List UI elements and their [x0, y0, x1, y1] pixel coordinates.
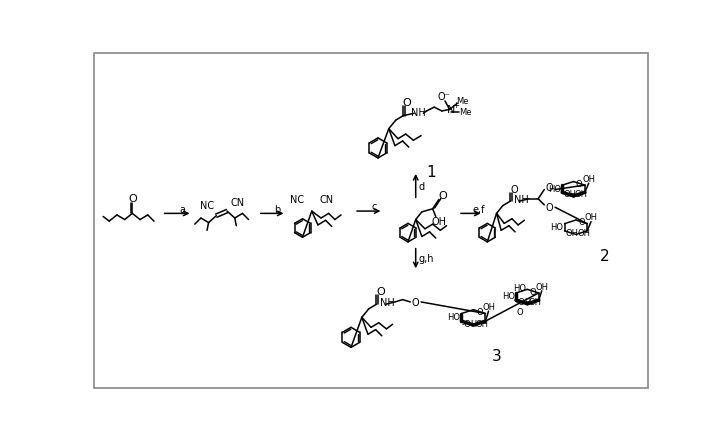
- Text: HO: HO: [502, 291, 515, 300]
- Text: O: O: [510, 184, 518, 194]
- Text: a: a: [180, 204, 185, 214]
- Text: -OH: -OH: [515, 297, 532, 307]
- Text: O: O: [546, 203, 554, 213]
- Text: e,f: e,f: [472, 204, 485, 214]
- Text: O: O: [517, 308, 523, 317]
- Text: OH: OH: [529, 297, 542, 306]
- Text: d: d: [418, 181, 425, 191]
- Text: HO: HO: [548, 184, 561, 193]
- Text: Me: Me: [459, 108, 471, 117]
- Text: O: O: [438, 191, 447, 201]
- Text: O: O: [476, 307, 483, 316]
- Text: Me: Me: [456, 96, 469, 106]
- Text: c: c: [371, 202, 376, 212]
- Text: OH: OH: [584, 213, 597, 222]
- Text: -OH: -OH: [462, 319, 478, 328]
- Text: 3: 3: [492, 349, 502, 364]
- Text: O: O: [412, 297, 419, 307]
- Text: HO: HO: [513, 283, 526, 292]
- Text: OH: OH: [482, 302, 495, 311]
- Text: NC: NC: [290, 194, 304, 204]
- Text: OH: OH: [563, 190, 576, 199]
- Text: OH: OH: [476, 319, 489, 328]
- Text: OH: OH: [575, 190, 588, 199]
- Text: O: O: [578, 218, 585, 227]
- Text: OH: OH: [535, 282, 548, 291]
- Text: O: O: [576, 180, 583, 188]
- Text: OH: OH: [582, 175, 595, 184]
- Text: HO: HO: [550, 223, 563, 232]
- Text: O: O: [530, 287, 536, 296]
- Text: N: N: [447, 105, 455, 115]
- Text: OH: OH: [565, 228, 578, 237]
- Text: O: O: [546, 183, 554, 193]
- Text: O⁻: O⁻: [437, 92, 450, 101]
- Text: g,h: g,h: [418, 254, 434, 264]
- Text: 1: 1: [426, 164, 436, 179]
- Text: HO: HO: [447, 312, 460, 321]
- Text: CN: CN: [319, 194, 334, 204]
- Text: OH: OH: [577, 228, 590, 237]
- Text: O: O: [128, 194, 137, 204]
- Text: NH: NH: [380, 297, 395, 307]
- Text: O: O: [403, 98, 412, 108]
- Text: OH: OH: [432, 216, 446, 226]
- Text: CN: CN: [231, 198, 245, 207]
- Text: NC: NC: [200, 201, 214, 210]
- Text: +: +: [452, 100, 459, 110]
- Text: 2: 2: [599, 249, 609, 264]
- Text: NH: NH: [411, 107, 426, 117]
- Text: NH: NH: [514, 194, 529, 204]
- Text: O: O: [376, 286, 384, 297]
- Text: b: b: [274, 204, 281, 214]
